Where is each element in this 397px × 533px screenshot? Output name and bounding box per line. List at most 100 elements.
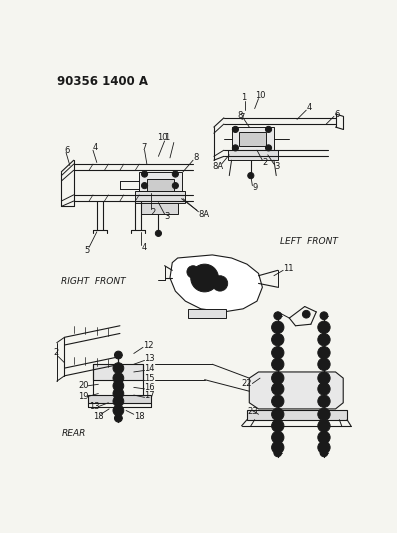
Circle shape [272,395,284,407]
Polygon shape [228,150,278,160]
Circle shape [232,145,239,151]
Polygon shape [231,127,274,150]
Circle shape [322,362,326,367]
Text: 10: 10 [254,91,265,100]
Circle shape [113,381,124,391]
Polygon shape [247,410,347,419]
Polygon shape [249,372,343,409]
Polygon shape [170,255,262,312]
Circle shape [276,399,280,403]
Circle shape [276,445,280,450]
Circle shape [318,346,330,359]
Circle shape [116,399,121,403]
Circle shape [272,419,284,432]
Circle shape [276,337,280,342]
Text: 3: 3 [165,212,170,221]
Circle shape [116,408,121,413]
Circle shape [198,272,211,284]
Text: 14: 14 [145,365,155,374]
Circle shape [274,449,281,457]
Text: 19: 19 [78,392,89,401]
Text: 18: 18 [93,412,104,421]
Circle shape [212,276,228,291]
Circle shape [232,126,239,133]
Text: 2: 2 [54,348,59,357]
Text: 23: 23 [248,408,258,416]
Circle shape [113,396,124,407]
Polygon shape [147,180,174,191]
Text: 4: 4 [141,243,147,252]
Circle shape [276,424,280,428]
Text: 4: 4 [306,103,312,112]
Circle shape [322,399,326,403]
Circle shape [116,384,121,388]
Text: 10: 10 [157,133,168,142]
Text: 6: 6 [64,146,70,155]
Circle shape [318,321,330,334]
Circle shape [322,386,326,391]
Polygon shape [135,191,185,203]
Circle shape [272,321,284,334]
Circle shape [266,145,272,151]
Text: 11: 11 [283,263,294,272]
Circle shape [113,405,124,416]
Circle shape [272,372,284,384]
Text: 1: 1 [165,133,170,142]
Circle shape [274,312,281,320]
Polygon shape [239,132,266,146]
Circle shape [248,173,254,179]
Circle shape [318,383,330,395]
Text: 1: 1 [242,93,247,102]
Circle shape [322,412,326,417]
Circle shape [116,376,121,381]
Text: 4: 4 [93,143,98,151]
Text: 17: 17 [145,391,155,400]
Text: 22: 22 [242,379,252,388]
Polygon shape [141,203,178,214]
Circle shape [322,350,326,355]
Text: 15: 15 [145,374,155,383]
Polygon shape [139,172,181,191]
Circle shape [116,391,121,396]
Circle shape [303,310,310,318]
Polygon shape [93,364,143,379]
Text: 2: 2 [151,208,156,217]
Circle shape [320,312,328,320]
Circle shape [116,366,121,370]
Text: RIGHT  FRONT: RIGHT FRONT [62,277,126,286]
Circle shape [320,449,328,457]
Circle shape [276,362,280,367]
Text: 8: 8 [238,111,243,120]
Circle shape [266,126,272,133]
Text: 7: 7 [239,114,245,123]
Circle shape [155,230,162,237]
Circle shape [276,350,280,355]
Circle shape [272,358,284,370]
Circle shape [113,388,124,399]
Circle shape [318,334,330,346]
Circle shape [276,412,280,417]
Circle shape [318,358,330,370]
Circle shape [318,408,330,421]
Text: 13: 13 [145,354,155,364]
Text: 12: 12 [143,341,154,350]
Text: 6: 6 [334,109,339,118]
Circle shape [322,376,326,381]
Circle shape [276,435,280,440]
Polygon shape [88,395,151,403]
Circle shape [276,376,280,381]
Circle shape [276,325,280,329]
Circle shape [172,182,178,189]
Circle shape [322,445,326,450]
Text: 7: 7 [141,143,147,151]
Text: 16: 16 [145,383,155,392]
Text: 2: 2 [262,158,268,167]
Text: 20: 20 [78,381,89,390]
Circle shape [191,264,218,292]
Circle shape [322,325,326,329]
Circle shape [322,435,326,440]
Text: 13: 13 [89,402,100,411]
Circle shape [172,171,178,177]
Text: REAR: REAR [62,429,86,438]
Circle shape [318,395,330,407]
